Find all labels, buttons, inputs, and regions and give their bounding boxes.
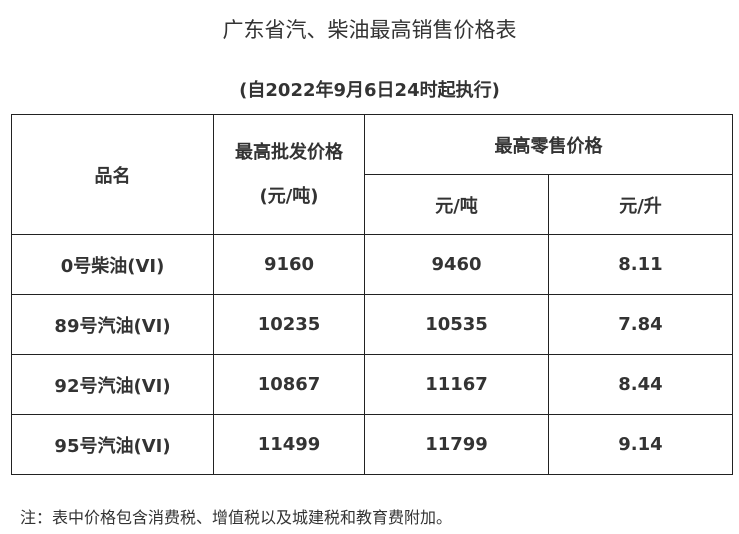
header-retail-liter: 元/升 <box>548 174 733 235</box>
header-wholesale-label: 最高批发价格 <box>235 141 343 163</box>
cell-wholesale: 9160 <box>213 234 365 295</box>
page-title: 广东省汽、柴油最高销售价格表 <box>222 18 517 42</box>
header-retail: 最高零售价格 <box>364 114 733 175</box>
cell-retail-ton: 11799 <box>364 414 549 475</box>
effective-date: (自2022年9月6日24时起执行) <box>239 80 500 101</box>
footnote: 注：表中价格包含消费税、增值税以及城建税和教育费附加。 <box>20 508 453 527</box>
cell-name: 89号汽油(VI) <box>11 294 214 355</box>
cell-name: 92号汽油(VI) <box>11 354 214 415</box>
cell-wholesale: 10235 <box>213 294 365 355</box>
cell-retail-liter: 8.11 <box>548 234 733 295</box>
cell-retail-liter: 7.84 <box>548 294 733 355</box>
header-name: 品名 <box>11 114 214 235</box>
table-row: 92号汽油(VI) 10867 11167 8.44 <box>11 354 733 415</box>
header-wholesale-unit: (元/吨) <box>259 185 319 207</box>
table-row: 89号汽油(VI) 10235 10535 7.84 <box>11 294 733 355</box>
cell-retail-liter: 9.14 <box>548 414 733 475</box>
cell-wholesale: 11499 <box>213 414 365 475</box>
table-row: 0号柴油(VI) 9160 9460 8.11 <box>11 234 733 295</box>
header-retail-ton: 元/吨 <box>364 174 549 235</box>
cell-retail-ton: 10535 <box>364 294 549 355</box>
cell-name: 95号汽油(VI) <box>11 414 214 475</box>
table-row: 95号汽油(VI) 11499 11799 9.14 <box>11 414 733 475</box>
cell-wholesale: 10867 <box>213 354 365 415</box>
cell-retail-ton: 11167 <box>364 354 549 415</box>
cell-retail-ton: 9460 <box>364 234 549 295</box>
cell-retail-liter: 8.44 <box>548 354 733 415</box>
header-wholesale: 最高批发价格 (元/吨) <box>213 114 365 235</box>
price-table: 品名 最高批发价格 (元/吨) 最高零售价格 元/吨 元/升 0号柴油(VI) … <box>11 114 733 475</box>
cell-name: 0号柴油(VI) <box>11 234 214 295</box>
